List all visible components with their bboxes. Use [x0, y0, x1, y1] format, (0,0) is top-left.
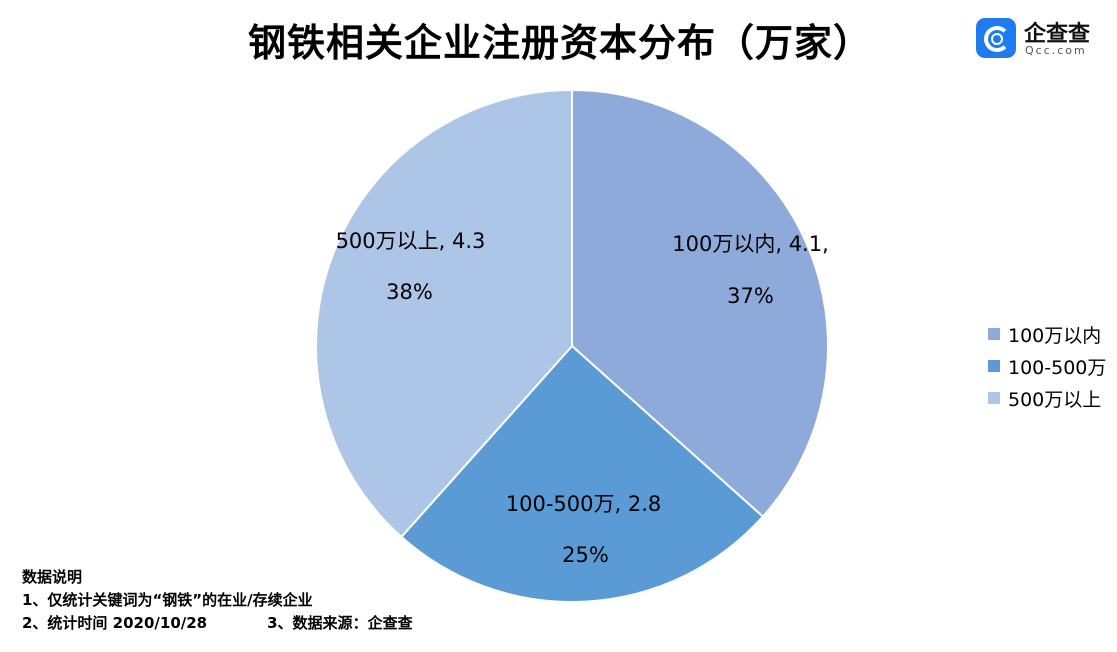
data-notes: 数据说明 1、仅统计关键词为“钢铁”的在业/存续企业 2、统计时间 2020/1… — [22, 566, 413, 635]
slice-label-2-value: 4.3 — [452, 229, 486, 253]
slice-label-1: 100-500万, 2.8 — [505, 492, 662, 516]
notes-date: 2、统计时间 2020/10/28 — [22, 614, 208, 632]
legend: 100万以内 100-500万 500万以上 — [988, 318, 1106, 414]
slice-label-0-name: 100万以内 — [672, 232, 776, 256]
legend-label-1: 100-500万 — [1008, 356, 1107, 379]
pie-slice-2 — [315, 88, 573, 539]
slice-percent-1: 25% — [562, 543, 609, 567]
slice-percent-2: 38% — [386, 280, 433, 304]
slice-label-0: 100万以内, 4.1, — [672, 232, 829, 256]
slice-label-0-value: 4.1, — [788, 232, 829, 256]
pie-slice-1 — [400, 344, 765, 603]
logo-name: 企查查 — [1024, 22, 1091, 47]
pie-slice-0 — [571, 88, 829, 518]
slice-label-1-name: 100-500万 — [505, 492, 615, 516]
legend-swatch-1 — [988, 360, 1000, 372]
legend-item-0: 100万以内 — [988, 318, 1106, 350]
notes-source: 3、数据来源：企查查 — [267, 614, 413, 632]
slice-percent-0: 37% — [727, 284, 774, 308]
notes-line-2: 2、统计时间 2020/10/28 3、数据来源：企查查 — [22, 612, 413, 635]
notes-line-1: 1、仅统计关键词为“钢铁”的在业/存续企业 — [22, 591, 313, 609]
chart-title: 钢铁相关企业注册资本分布（万家） — [247, 21, 872, 65]
logo-domain: Qcc.com — [1025, 44, 1087, 57]
qcc-logo-icon — [976, 18, 1016, 58]
legend-swatch-0 — [988, 328, 1000, 340]
legend-item-1: 100-500万 — [988, 350, 1106, 382]
notes-heading: 数据说明 — [22, 568, 83, 586]
legend-item-2: 500万以上 — [988, 382, 1106, 414]
slice-label-1-value: 2.8 — [627, 492, 662, 516]
legend-swatch-2 — [988, 392, 1000, 404]
legend-label-2: 500万以上 — [1008, 388, 1102, 411]
legend-label-0: 100万以内 — [1008, 324, 1102, 347]
slice-label-2-name: 500万以上 — [335, 229, 439, 253]
slice-label-2: 500万以上, 4.3 — [335, 229, 486, 253]
qcc-logo: 企查查 Qcc.com — [976, 18, 1106, 62]
